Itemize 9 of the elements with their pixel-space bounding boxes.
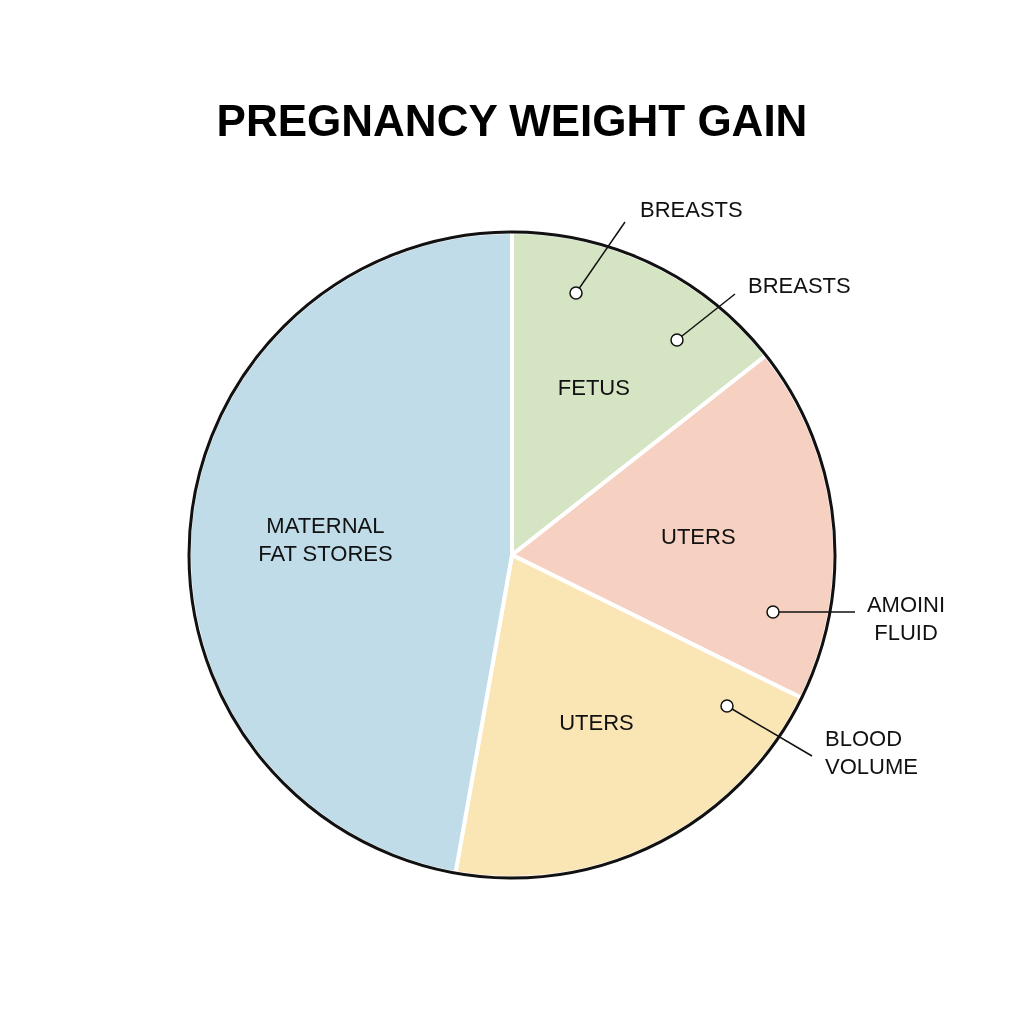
slice-label: UTERS (661, 523, 736, 549)
slice-label: UTERS (559, 710, 634, 736)
chart-title: PREGNANCY WEIGHT GAIN (216, 96, 808, 145)
text: AMOINI FLUID (866, 592, 946, 645)
slice-label: MATERNAL FAT STORES (258, 512, 393, 566)
slice-label: FETUS (557, 374, 630, 400)
text: BREASTS (748, 273, 851, 298)
text: BREASTS (640, 197, 743, 222)
text: BLOOD VOLUME (825, 726, 918, 779)
